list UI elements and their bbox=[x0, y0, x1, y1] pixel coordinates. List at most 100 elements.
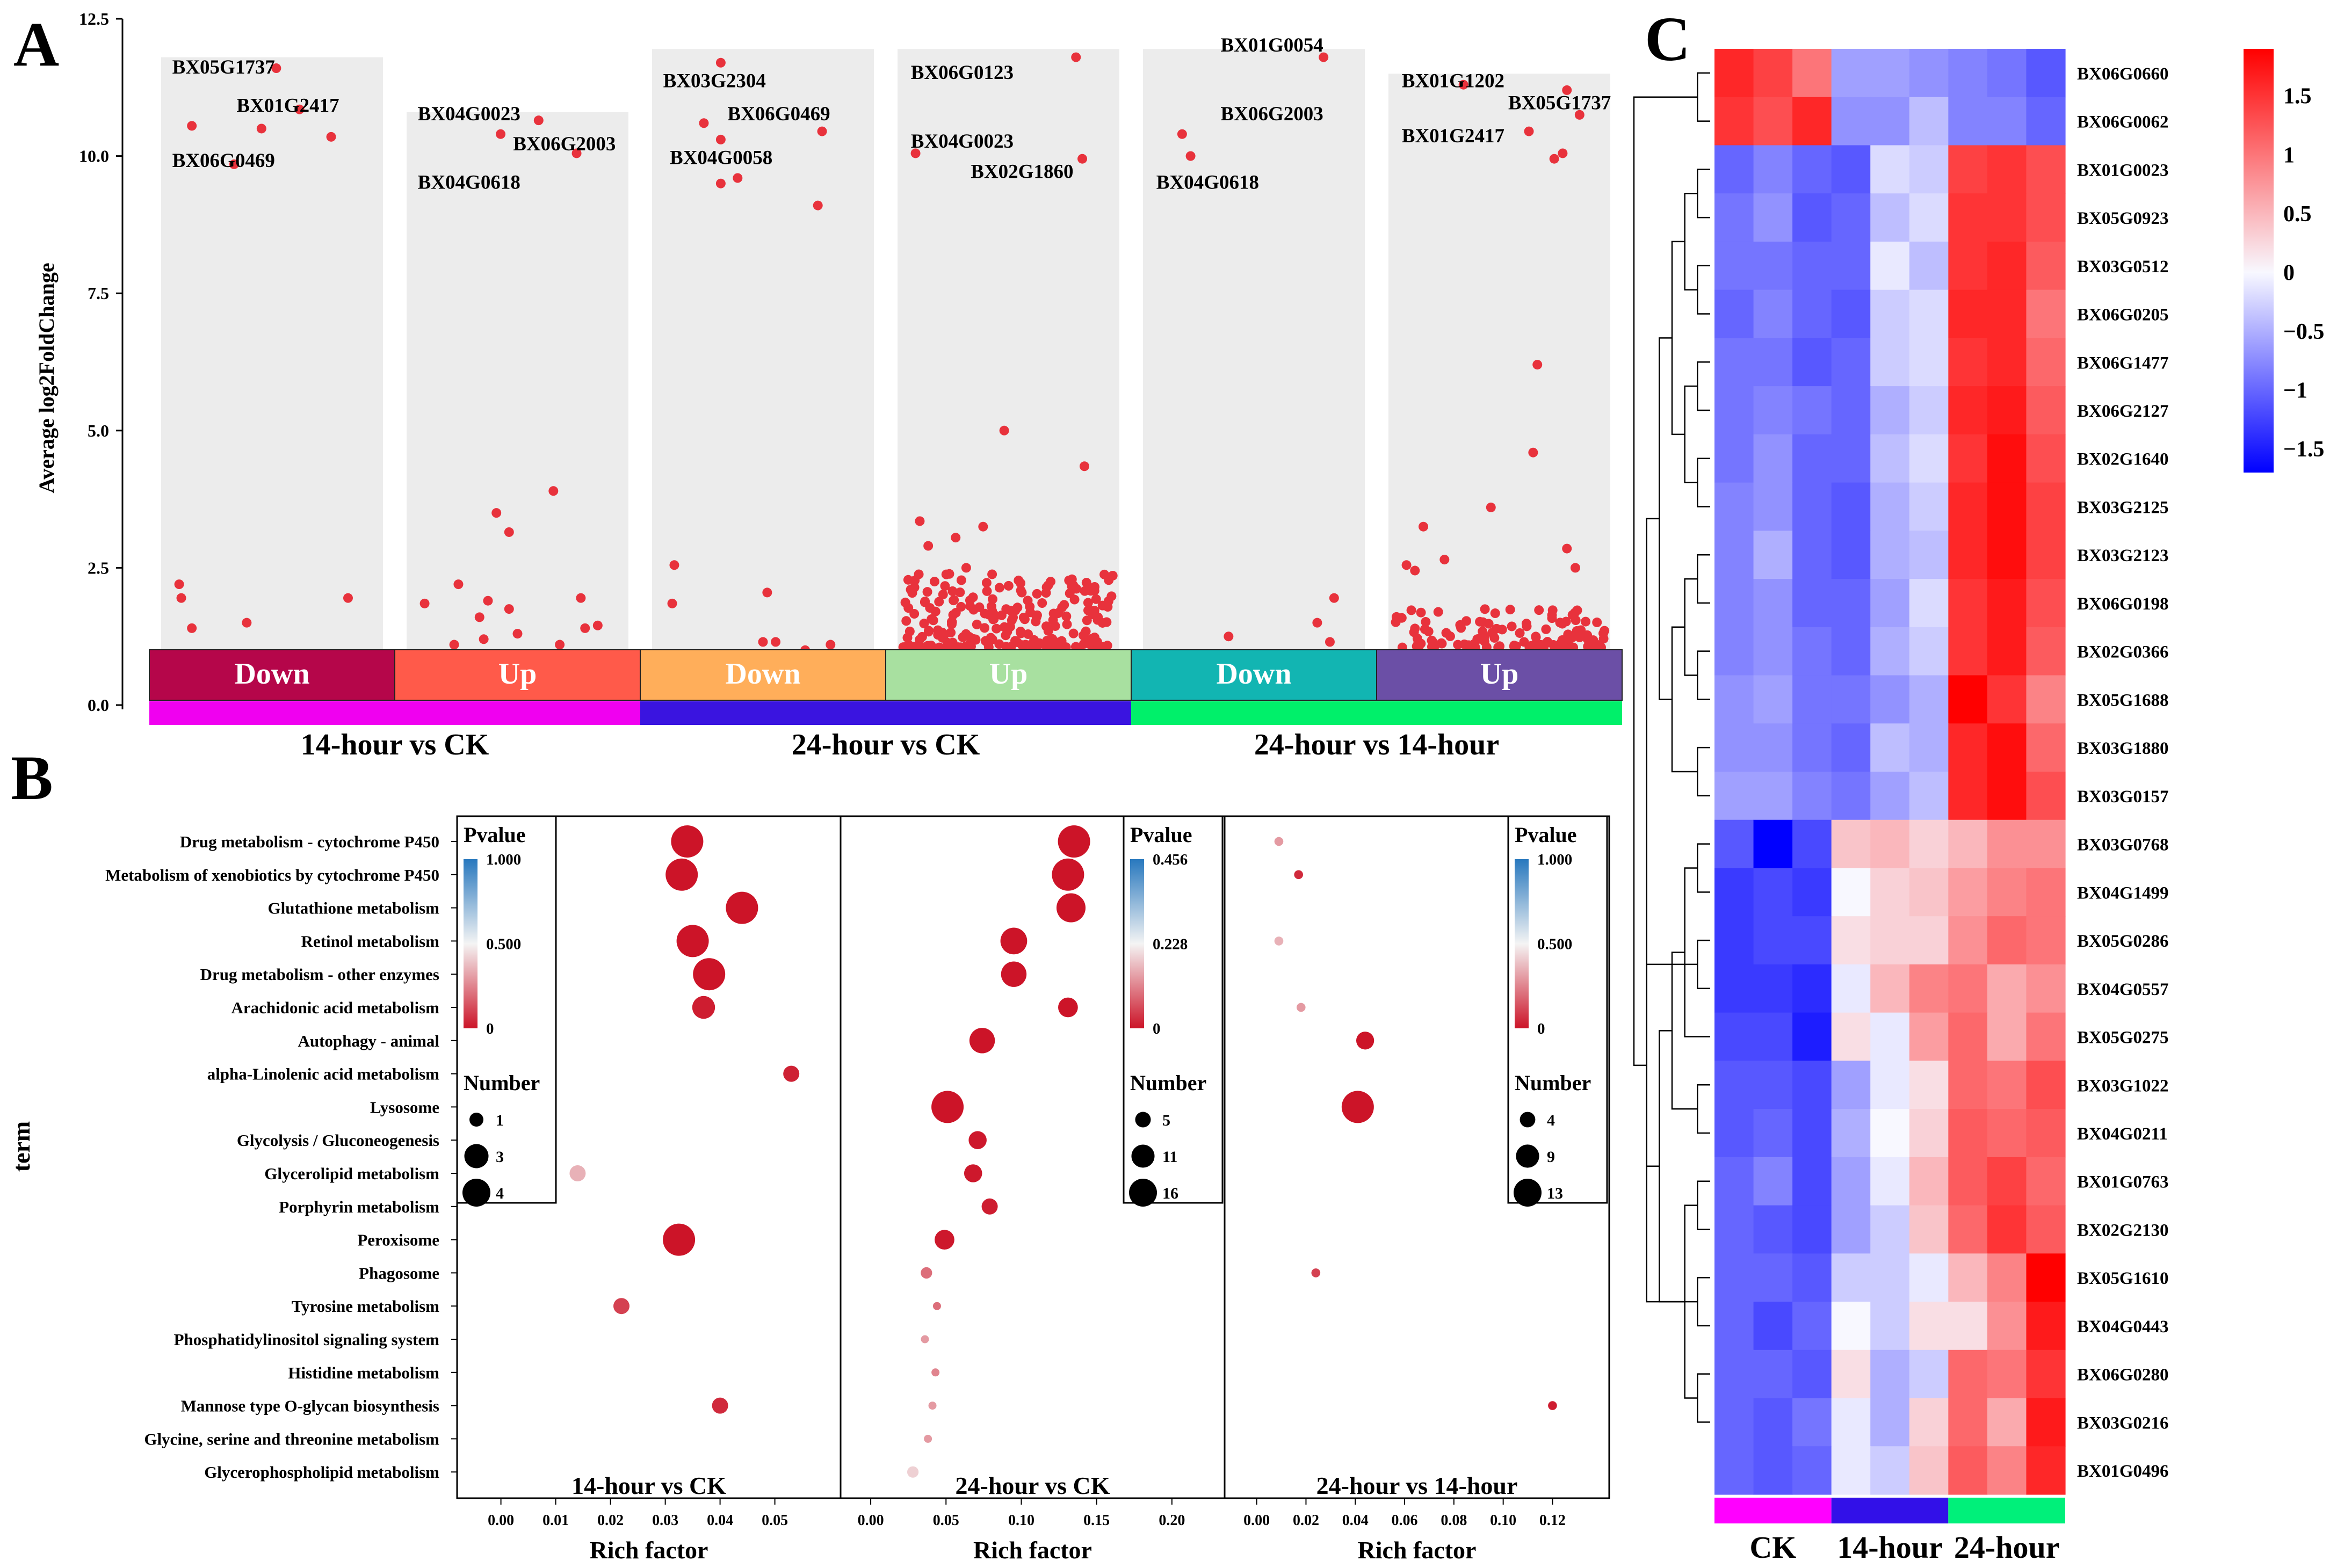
term-label: Glycerolipid metabolism bbox=[264, 1164, 439, 1183]
heatmap-cell bbox=[1909, 1349, 1949, 1399]
heatmap-cell bbox=[1753, 97, 1793, 146]
data-point bbox=[971, 635, 981, 645]
data-point bbox=[1453, 640, 1463, 650]
group-band bbox=[1143, 49, 1365, 672]
panel-label-c: C bbox=[1645, 4, 1690, 74]
heatmap-cell bbox=[1792, 1302, 1832, 1351]
heatmap-cell bbox=[1987, 49, 2027, 98]
colorbar-tick-label: −1.5 bbox=[2283, 437, 2324, 462]
data-point bbox=[1524, 126, 1534, 136]
enrichment-point bbox=[1058, 997, 1078, 1018]
heatmap-cell bbox=[2026, 868, 2066, 917]
x-tick-label: 0.01 bbox=[542, 1512, 569, 1529]
heatmap-cell bbox=[1792, 579, 1832, 628]
data-point bbox=[419, 598, 430, 608]
heatmap-cell bbox=[1870, 1446, 1910, 1495]
comparison-bar bbox=[640, 701, 1131, 725]
heatmap-cell bbox=[1831, 868, 1871, 917]
heatmap-cell bbox=[1831, 49, 1871, 98]
row-label: BX02G1640 bbox=[2077, 450, 2169, 469]
number-legend-label: 4 bbox=[496, 1185, 504, 1202]
heatmap-cell bbox=[1792, 1253, 1832, 1302]
term-label: Peroxisome bbox=[357, 1231, 439, 1250]
number-legend-dot bbox=[469, 1113, 483, 1127]
enrichment-point bbox=[1294, 870, 1304, 880]
data-point bbox=[813, 200, 823, 210]
row-label: BX06G2127 bbox=[2077, 402, 2169, 421]
heatmap-cell bbox=[1714, 434, 1754, 483]
heatmap-cell bbox=[1909, 723, 1949, 772]
data-point bbox=[826, 640, 836, 650]
dendrogram-branch bbox=[1684, 1204, 1698, 1399]
pvalue-tick-label: 0.228 bbox=[1153, 936, 1188, 953]
data-point bbox=[1016, 628, 1026, 638]
data-point bbox=[504, 604, 514, 614]
heatmap-cell bbox=[1909, 145, 1949, 194]
data-point bbox=[715, 134, 726, 144]
enrichment-point bbox=[726, 891, 758, 924]
comparison-3: 24-hour vs 14-hour bbox=[1131, 701, 1622, 761]
term-label: Mannose type O-glycan biosynthesis bbox=[181, 1397, 439, 1415]
heatmap-cell bbox=[1909, 289, 1949, 338]
pvalue-tick-label: 0 bbox=[1537, 1020, 1545, 1037]
gene-label: BX04G0618 bbox=[418, 172, 520, 194]
x-tick-label: 0.04 bbox=[1342, 1512, 1369, 1529]
group-1: BX05G1737 BX01G2417 BX06G0469 Down bbox=[149, 56, 395, 701]
heatmap-cell bbox=[1870, 675, 1910, 724]
term-label: Glycerophospholipid metabolism bbox=[204, 1463, 439, 1482]
group-bar bbox=[1948, 1498, 2065, 1523]
data-point bbox=[453, 579, 464, 590]
heatmap-cell bbox=[1987, 1109, 2027, 1158]
heatmap-cell bbox=[1909, 49, 1949, 98]
data-point bbox=[1464, 640, 1474, 650]
data-point bbox=[1319, 52, 1329, 62]
data-point bbox=[909, 609, 920, 619]
heatmap-cell bbox=[1948, 49, 1988, 98]
heatmap-cell bbox=[2026, 97, 2066, 146]
heatmap-cell bbox=[1792, 1012, 1832, 1061]
term-label: Lysosome bbox=[370, 1098, 439, 1116]
data-point bbox=[940, 581, 950, 591]
heatmap-cell bbox=[1909, 627, 1949, 676]
heatmap-cell bbox=[1714, 1205, 1754, 1254]
heatmap-cell bbox=[1753, 49, 1793, 98]
heatmap-cell bbox=[1831, 241, 1871, 291]
heatmap-cell bbox=[1753, 145, 1793, 194]
row-label: BX01G0763 bbox=[2077, 1173, 2169, 1192]
heatmap-cell bbox=[1870, 916, 1910, 965]
dendrogram-branch bbox=[1697, 1084, 1710, 1134]
heatmap-cell bbox=[1792, 49, 1832, 98]
enrichment-point bbox=[964, 1164, 982, 1182]
heatmap-cell bbox=[1714, 241, 1754, 291]
heatmap-cell bbox=[1987, 482, 2027, 531]
data-point bbox=[1091, 594, 1101, 604]
data-point bbox=[929, 576, 939, 586]
x-tick-label: 0.10 bbox=[1008, 1512, 1034, 1529]
enrichment-point bbox=[928, 1402, 937, 1410]
data-point bbox=[242, 618, 252, 628]
heatmap-cell bbox=[1987, 1061, 2027, 1109]
data-point bbox=[1062, 619, 1072, 629]
data-point bbox=[1061, 611, 1072, 621]
enrichment-point bbox=[1548, 1401, 1557, 1410]
legend: Pvalue 1.000 0.500 0 Number 1 3 4 bbox=[456, 815, 557, 1207]
heatmap-cell bbox=[1987, 1253, 2027, 1302]
enrichment-point bbox=[921, 1335, 929, 1344]
x-axis-title: Rich factor bbox=[590, 1536, 708, 1564]
heatmap-cell bbox=[1987, 531, 2027, 579]
group-band bbox=[652, 49, 874, 672]
comparison-bar bbox=[1131, 701, 1622, 725]
enrichment-point bbox=[693, 958, 726, 991]
x-tick-label: 0.05 bbox=[933, 1512, 959, 1529]
enrichment-point bbox=[981, 1198, 998, 1215]
dendrogram-branch bbox=[1671, 241, 1685, 435]
data-point bbox=[1089, 633, 1099, 643]
number-legend-dot bbox=[1135, 1112, 1151, 1128]
group-label: 24-hour bbox=[1954, 1530, 2060, 1565]
heatmap-cell bbox=[1753, 1061, 1793, 1109]
gene-label: BX04G0023 bbox=[418, 103, 520, 125]
heatmap-cell bbox=[1831, 531, 1871, 579]
heatmap-cell bbox=[1909, 772, 1949, 821]
gene-label: BX02G1860 bbox=[971, 161, 1073, 183]
